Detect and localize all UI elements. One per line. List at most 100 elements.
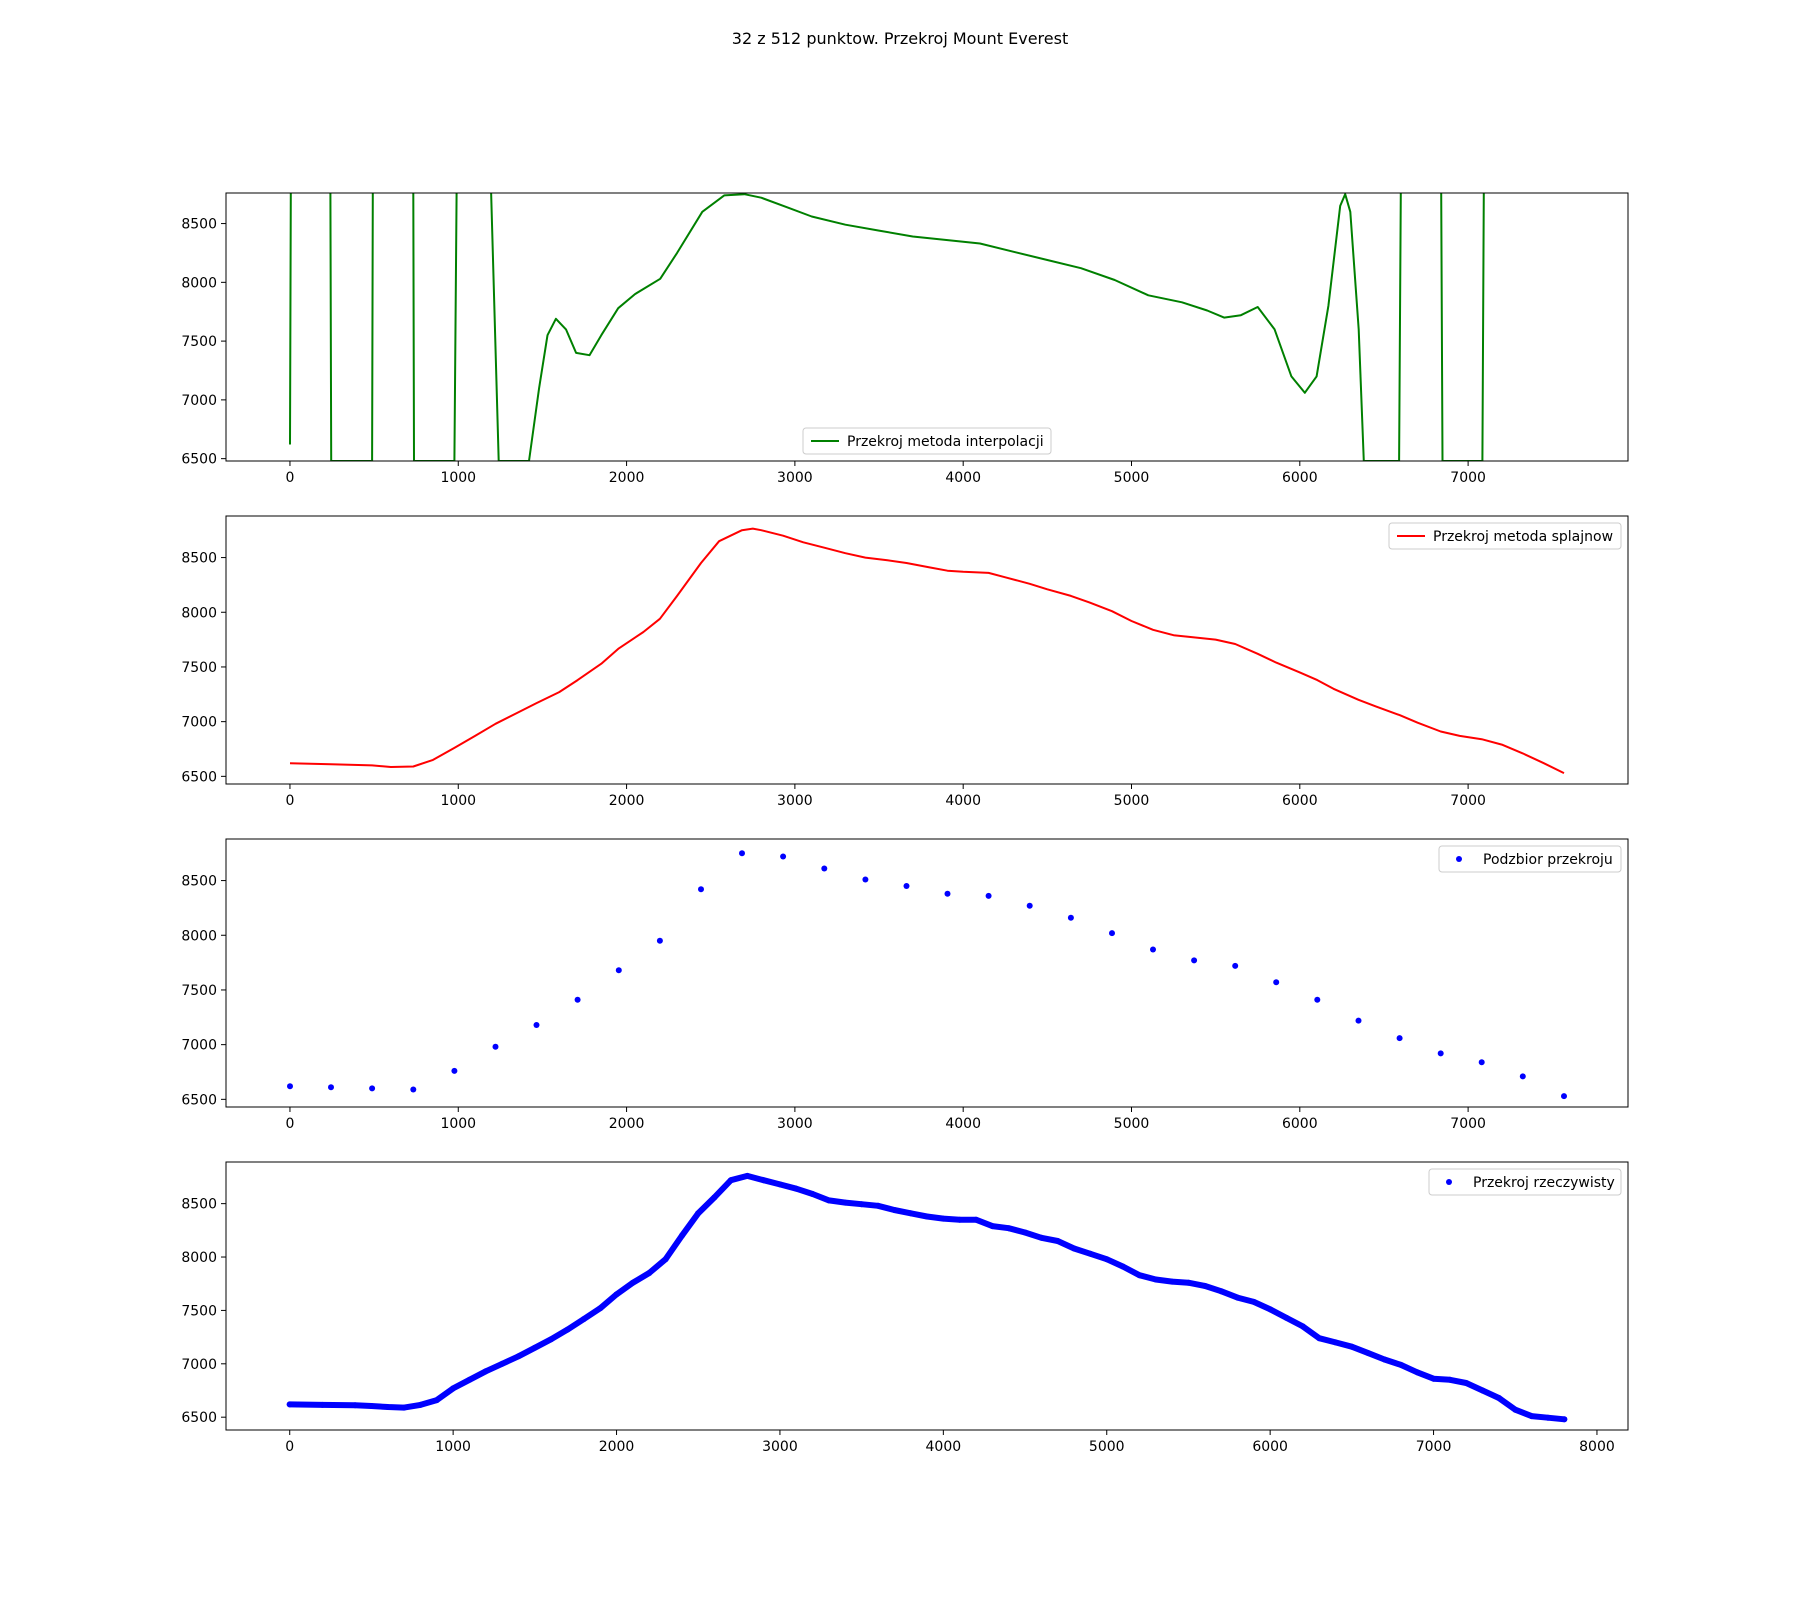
data-point <box>1316 1335 1323 1342</box>
data-point <box>352 1402 359 1409</box>
data-point <box>776 1181 783 1188</box>
y-tick-label: 6500 <box>181 769 217 785</box>
data-point <box>1038 1234 1045 1241</box>
data-point <box>903 883 910 889</box>
data-point <box>1150 946 1156 953</box>
x-tick-label: 1000 <box>435 1439 471 1455</box>
data-point <box>492 1043 499 1050</box>
x-tick-label: 6000 <box>1282 793 1318 809</box>
y-tick-label: 7000 <box>181 1038 217 1054</box>
data-point <box>597 1305 604 1312</box>
data-point <box>1365 1350 1372 1357</box>
data-point <box>369 1085 376 1092</box>
data-point <box>1185 1279 1192 1286</box>
plot-area-3 <box>286 1172 1568 1423</box>
data-point <box>944 890 951 897</box>
data-point <box>466 1376 473 1383</box>
data-point <box>1561 1093 1567 1100</box>
x-tick-label: 4000 <box>945 470 981 486</box>
data-point <box>1087 1250 1094 1257</box>
data-point <box>1314 996 1321 1003</box>
data-point <box>287 1083 293 1090</box>
data-point <box>417 1401 424 1408</box>
x-tick-label: 0 <box>285 1116 294 1132</box>
figure-suptitle: 32 z 512 punktow. Przekroj Mount Everest <box>732 29 1068 48</box>
plot-area-2 <box>287 850 1567 1100</box>
y-tick-label: 7000 <box>181 715 217 731</box>
y-tick-label: 8000 <box>181 275 217 291</box>
legend-box <box>1438 845 1622 873</box>
y-tick-label: 7500 <box>181 660 217 676</box>
series-line <box>289 193 1485 461</box>
x-tick-label: 6000 <box>1282 470 1318 486</box>
data-point <box>809 1191 816 1197</box>
subplot-spline: 0 1000 2000 3000 4000 5000 6000 7000 6500 7000 750… <box>181 515 1629 809</box>
data-point <box>1397 1361 1404 1368</box>
series-line <box>289 527 1565 774</box>
y-tick-label: 8000 <box>181 605 217 621</box>
axes-frame <box>225 838 1629 1108</box>
data-point <box>1544 1414 1551 1421</box>
y-tick-label: 8500 <box>181 217 217 233</box>
data-point <box>564 1326 571 1333</box>
data-point <box>1191 957 1198 964</box>
data-point <box>858 1201 865 1208</box>
data-point <box>1512 1406 1519 1413</box>
data-point <box>1479 1387 1486 1394</box>
legend-box <box>1428 1168 1622 1196</box>
data-point <box>793 1185 800 1192</box>
legend-label: Przekroj metoda interpolacji <box>847 434 1044 450</box>
data-point <box>574 996 581 1003</box>
y-tick-label: 7000 <box>181 1357 217 1373</box>
data-point <box>328 1084 334 1091</box>
x-tick-label: 6000 <box>1282 1116 1318 1132</box>
data-point <box>862 876 869 883</box>
data-point <box>826 1197 832 1204</box>
data-point <box>891 1207 898 1213</box>
data-point <box>580 1316 587 1322</box>
x-tick-label: 3000 <box>777 1116 813 1132</box>
data-point <box>1495 1395 1502 1401</box>
data-point <box>695 1210 702 1217</box>
data-point <box>1437 1050 1444 1057</box>
data-point <box>1071 1245 1078 1252</box>
data-point <box>656 937 663 944</box>
axes-frame <box>225 192 1629 462</box>
legend-label: Podzbior przekroju <box>1483 852 1613 868</box>
data-point <box>1396 1035 1403 1042</box>
data-point <box>711 1194 718 1201</box>
y-tick-label: 8000 <box>181 1250 217 1266</box>
x-tick-label: 0 <box>285 470 294 486</box>
data-point <box>678 1232 685 1239</box>
subplot-interpolation: 0 1000 2000 3000 4000 5000 6000 7000 6500 7000 750… <box>181 192 1629 486</box>
x-tick-label: 5000 <box>1089 1439 1125 1455</box>
subplot-actual: 0 1000 2000 3000 4000 5000 6000 7000 8000 6500 700… <box>181 1161 1629 1455</box>
data-point <box>744 1172 751 1179</box>
x-tick-label: 4000 <box>945 793 981 809</box>
subplot-subset: 0 1000 2000 3000 4000 5000 6000 7000 6500 7000 750… <box>181 838 1629 1132</box>
data-point <box>989 1223 996 1230</box>
data-point <box>780 853 787 860</box>
data-point <box>368 1403 375 1409</box>
x-tick-label: 4000 <box>945 1116 981 1132</box>
data-point <box>698 886 704 893</box>
x-tick-label: 1000 <box>440 470 476 486</box>
data-point <box>646 1270 653 1276</box>
data-point <box>1109 930 1115 937</box>
data-point <box>842 1199 849 1206</box>
data-point <box>1463 1380 1470 1386</box>
data-point <box>760 1177 767 1184</box>
data-point <box>533 1022 540 1028</box>
y-tick-label: 8500 <box>181 1197 217 1213</box>
legend: Przekroj metoda splajnow <box>1388 522 1622 550</box>
data-point <box>1273 979 1280 986</box>
y-tick-label: 6500 <box>181 452 217 468</box>
data-point <box>1169 1278 1176 1285</box>
data-point <box>1283 1314 1290 1321</box>
data-point <box>1136 1272 1143 1279</box>
x-tick-label: 0 <box>285 1439 294 1455</box>
x-tick-label: 8000 <box>1579 1439 1615 1455</box>
x-tick-label: 3000 <box>777 470 813 486</box>
data-point <box>907 1210 914 1217</box>
